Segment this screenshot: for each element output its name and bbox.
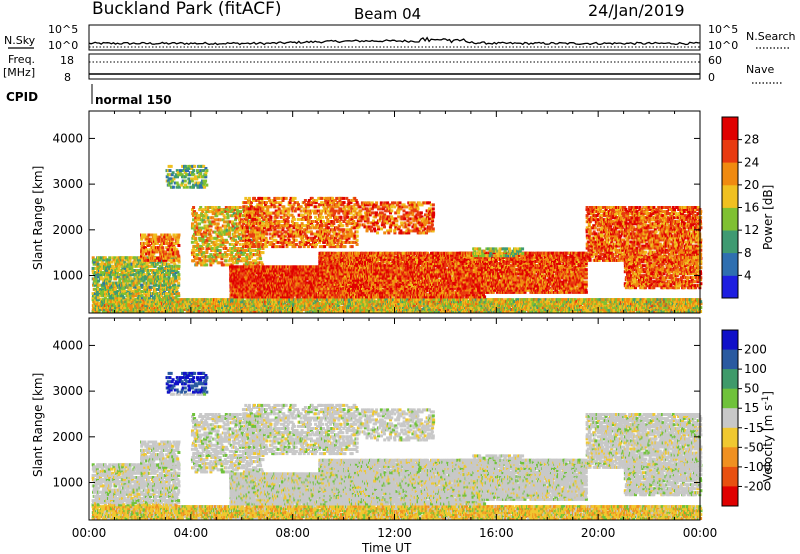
nsky-label: N.Sky <box>4 34 36 47</box>
range-cell <box>118 277 121 280</box>
range-cell <box>98 284 101 287</box>
freq-tick-bottom: 8 <box>64 71 71 84</box>
beam-label: Beam 04 <box>354 5 421 23</box>
noise-panel-frame <box>89 25 700 50</box>
nsky-trace <box>89 38 700 45</box>
cpid-text: normal 150 <box>95 93 172 107</box>
cpid-label: CPID <box>6 90 38 104</box>
site-title: Buckland Park (fitACF) <box>92 0 282 19</box>
nsky-tick-top: 10^5 <box>48 23 78 36</box>
freq-unit-label: [MHz] <box>3 66 35 79</box>
range-cell <box>108 256 111 259</box>
nsearch-tick-top: 10^5 <box>708 23 738 36</box>
power-heatmap <box>92 165 703 313</box>
freq-tick-top: 18 <box>60 54 74 67</box>
nsky-tick-bottom: 10^0 <box>48 39 78 52</box>
nave-label: Nave <box>746 63 774 76</box>
nsearch-label: N.Search <box>746 30 796 43</box>
freq-panel-frame <box>89 54 700 79</box>
date-label: 24/Jan/2019 <box>588 1 685 20</box>
nsearch-tick-bottom: 10^0 <box>708 39 738 52</box>
freq-label: Freq. <box>8 53 35 66</box>
range-cell <box>122 296 125 299</box>
nave-tick-top: 60 <box>708 54 722 67</box>
nave-tick-bottom: 0 <box>708 71 715 84</box>
